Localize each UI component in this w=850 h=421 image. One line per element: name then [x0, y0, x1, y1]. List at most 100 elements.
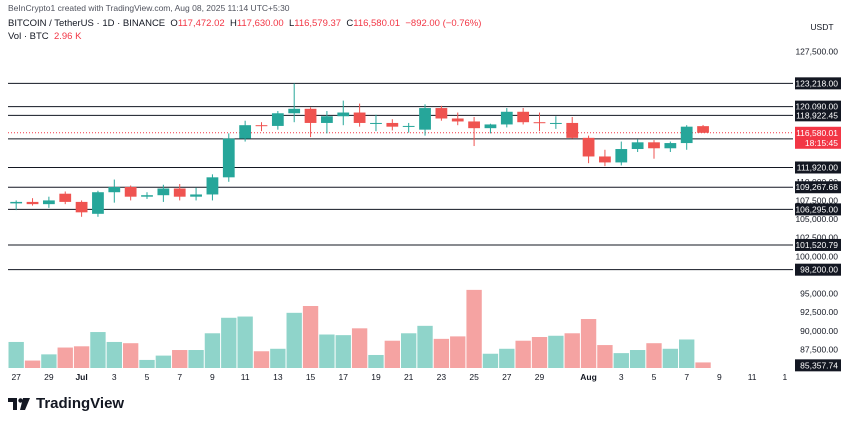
x-tick-label: Jul [75, 372, 87, 382]
price-tick-label: 92,500.00 [800, 307, 838, 317]
candle-body [370, 122, 382, 124]
price-tick-label: 100,000.00 [795, 251, 838, 261]
price-tick-label: 95,000.00 [800, 289, 838, 299]
x-tick-label: 27 [11, 372, 21, 382]
candle-body [141, 195, 153, 197]
candle-body [615, 149, 628, 163]
volume-bar [646, 343, 662, 368]
level-tag-box [795, 181, 841, 194]
open-value: 117,472.02 [177, 18, 225, 29]
x-tick-label: 21 [404, 372, 414, 382]
x-tick-label: 9 [210, 372, 215, 382]
volume-bar [286, 312, 302, 368]
x-tick-label: 3 [112, 372, 117, 382]
volume-bar [401, 333, 417, 368]
volume-bar [335, 335, 351, 368]
candle-body [451, 118, 464, 122]
volume-bar [679, 339, 695, 368]
level-tag-box [795, 161, 841, 174]
level-tag-label: 101,520.79 [795, 240, 838, 250]
level-tag-label: 120,090.00 [795, 102, 838, 112]
change-value: −892.00 (−0.76%) [405, 18, 482, 29]
volume-bar [597, 345, 613, 368]
candle-body [566, 122, 579, 138]
volume-legend: Vol · BTC 2.96 K [8, 31, 81, 42]
volume-bar [368, 354, 384, 368]
volume-bar [237, 316, 253, 368]
x-tick-label: Aug [580, 372, 597, 382]
candle-body [75, 201, 88, 213]
level-tag-label: 106,295.00 [795, 204, 838, 214]
close-label: C [346, 18, 354, 29]
candle-body [157, 188, 170, 196]
last-price-tag [795, 126, 841, 149]
price-tick-label: 127,500.00 [795, 46, 838, 56]
volume-bar [172, 350, 188, 368]
price-tick-label: 90,000.00 [800, 326, 838, 336]
volume-bar [8, 341, 24, 368]
level-tag-label: 109,267.68 [795, 182, 838, 192]
price-tick-label: 107,500.00 [795, 195, 838, 205]
candle-body [206, 177, 219, 195]
x-tick-label: 5 [145, 372, 150, 382]
candle-body [517, 111, 530, 123]
ohlc-legend: BITCOIN / TetherUS · 1D · BINANCE O117,4… [8, 18, 481, 29]
volume-bar [548, 335, 564, 368]
x-tick-label: 23 [437, 372, 447, 382]
volume-bar [221, 317, 237, 368]
candle-body [173, 188, 186, 197]
level-tag-box [795, 263, 841, 276]
candle-body [500, 111, 513, 125]
volume-bar [384, 340, 400, 368]
volume-tag-box [795, 359, 841, 372]
x-tick-label: 29 [44, 372, 54, 382]
volume-bar [106, 341, 122, 368]
price-tick-label: 102,500.00 [795, 233, 838, 243]
volume-bar [433, 338, 450, 368]
volume-bar [319, 334, 335, 368]
footer: TradingView [8, 395, 124, 412]
level-tag-box [795, 238, 841, 251]
volume-bar [580, 319, 597, 368]
x-tick-label: 11 [748, 372, 757, 382]
volume-value: 2.96 K [53, 31, 82, 42]
candle-body [664, 143, 677, 149]
level-tag-label: 111,920.00 [797, 162, 839, 172]
volume-label: Vol · BTC [8, 31, 49, 42]
x-tick-label: 27 [502, 372, 512, 382]
volume-bar [629, 350, 646, 368]
level-tag-box [795, 77, 841, 90]
x-tick-label: 1 [782, 372, 787, 382]
x-tick-label: 11 [241, 372, 250, 382]
x-tick-label: 15 [306, 372, 316, 382]
candle-body [435, 108, 448, 119]
level-tag-label: 123,218.00 [795, 78, 838, 88]
low-label: L [288, 18, 295, 29]
volume-bar [417, 325, 433, 368]
candle-body [10, 201, 23, 204]
candle-body [402, 125, 415, 127]
x-tick-label: 9 [717, 372, 722, 382]
candle-body [255, 125, 268, 127]
candle-body [549, 122, 562, 124]
candle-body [190, 194, 202, 197]
candle-body [353, 112, 366, 123]
candle-body [42, 200, 55, 205]
candle-body [59, 193, 72, 202]
candle-body [288, 108, 301, 114]
candle-body [484, 124, 497, 129]
volume-bar [270, 348, 286, 368]
last-price-label: 116,580.01 [796, 128, 838, 138]
candle-body [697, 126, 709, 133]
volume-bar [24, 360, 41, 368]
level-tag-box [795, 203, 841, 216]
volume-bar [41, 354, 57, 368]
volume-tag-label: 85,357.74 [800, 360, 838, 370]
candle-body [599, 156, 611, 163]
volume-bar [302, 306, 319, 368]
candle-body [108, 187, 121, 193]
candle-body [304, 108, 317, 123]
candle-body [533, 122, 546, 124]
